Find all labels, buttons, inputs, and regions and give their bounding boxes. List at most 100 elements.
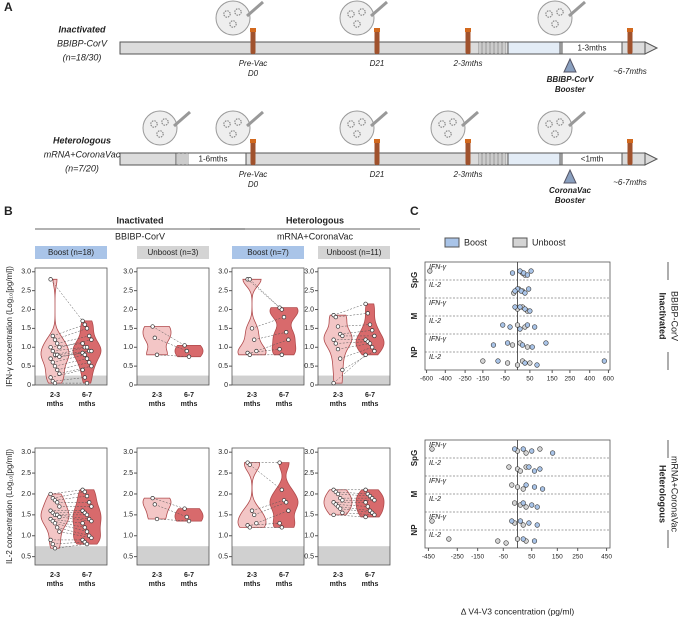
data-point [52,521,58,526]
virus-icon [347,10,355,18]
data-point [512,446,518,452]
data-point [543,340,549,346]
data-point [514,362,521,368]
pair-line [52,377,85,382]
data-point [526,520,532,526]
syringe [568,0,586,18]
data-point [367,341,373,346]
group-n: (n=18/30) [63,52,102,62]
pair-line [333,303,366,316]
event-label: ~6-7mths [613,67,647,76]
y-tick-label: 0.5 [123,363,133,370]
x-tick-label: mths [276,581,293,588]
event-label: D21 [370,59,385,68]
illustration [537,0,573,36]
x-tick-label: 2-3 [247,572,257,579]
y-tick-label: 1.5 [218,325,228,332]
virus-icon [353,20,361,28]
time-break [494,152,498,166]
data-point [57,345,62,350]
virus-icon [545,10,553,18]
booster-label: CoronaVac [549,186,591,195]
cytokine-label: IFN-γ [429,264,447,271]
tube-cap [250,139,256,143]
data-point [279,352,284,357]
data-point [335,491,341,497]
virus-icon [358,118,366,126]
pair-line [52,541,85,545]
booster-label: BBIBP-CorV [547,75,594,84]
y-tick-label: 0.5 [123,553,133,560]
virus-icon [223,10,231,18]
x-tick-label: 2-3 [50,392,60,399]
data-point [80,318,85,323]
data-point [80,521,85,526]
plot-frame [231,447,305,566]
data-point [249,326,255,331]
virus-icon [229,20,237,28]
pair-line [154,337,187,352]
data-point [372,498,377,503]
illustration [142,110,178,146]
data-point [87,500,92,505]
plot-frame [34,447,108,566]
time-break [490,41,494,55]
y-tick-label: 3.0 [21,449,31,456]
data-point [529,344,535,350]
illustration [537,110,573,146]
data-point [82,375,87,380]
data-point [495,538,501,544]
pair-line [337,506,371,511]
data-point [537,446,543,452]
y-tick-label: 1.0 [218,533,228,540]
x-tick-label: 2-3 [152,392,162,399]
pair-line [50,518,83,524]
pair-line [335,504,368,507]
syringe [246,110,264,128]
time-break [494,41,498,55]
time-break [490,152,494,166]
subgroup-header [232,246,304,259]
group-n: (n=7/20) [65,163,99,173]
pair-line [52,354,85,363]
event-label: Pre-Vac [239,170,268,179]
x-tick-label: -400 [439,376,452,383]
group-title: Heterologous [658,465,668,523]
data-point [529,448,535,454]
data-point [286,508,291,513]
x-tick-label: mths [362,401,379,408]
virus-icon [347,120,355,128]
data-point [509,270,516,276]
data-point [80,367,85,373]
time-break [185,152,189,166]
x-tick-label: 6-7 [184,392,194,399]
booster-marker [563,57,577,73]
cytokine-label: IFN-γ [429,478,447,485]
x-tick-label: 400 [584,376,595,383]
data-point [57,514,62,520]
illustration [339,0,375,36]
antigen-label: M [410,312,419,319]
pair-line [59,516,92,522]
pair-line [57,335,90,344]
x-tick-label: 150 [547,376,558,383]
virus-icon [444,130,452,138]
y-tick-label: 2.5 [304,287,314,294]
data-point [279,487,284,492]
y-tick-label: 3.0 [304,269,314,276]
data-point [527,360,533,366]
subgroup-label: Unboost (n=11) [327,248,382,257]
x-tick-label: mths [244,401,261,408]
data-point [522,290,528,296]
y-tick-label: 3.0 [21,269,31,276]
y-tick-label: 2.0 [123,491,133,498]
event-label: ~6-7mths [613,178,647,187]
data-point [517,326,523,332]
virus-icon [545,120,553,128]
data-point [89,504,94,509]
data-point [286,337,291,342]
y-tick-label: 0.5 [21,553,31,560]
pair-line [247,522,280,526]
data-point [512,500,518,506]
group-vaccine: BBIBP-CorV [115,231,165,241]
